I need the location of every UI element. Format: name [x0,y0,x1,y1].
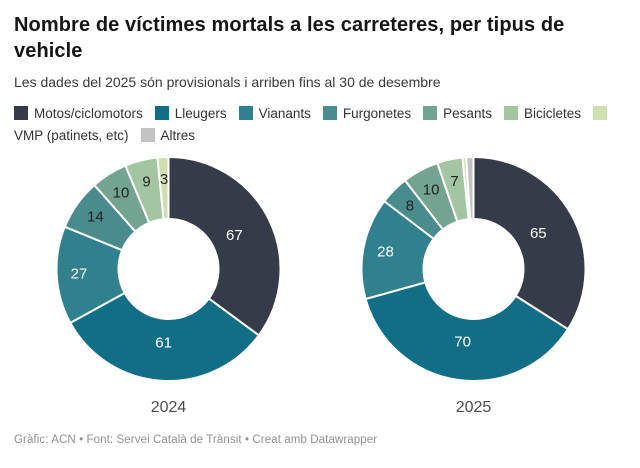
slice-value-label: 7 [450,173,458,190]
legend-item-motos-ciclomotors: Motos/ciclomotors [14,106,143,121]
legend-item-furgonetes: Furgonetes [315,106,411,121]
legend-swatch-icon [154,106,169,121]
legend-label: Altres [160,128,196,144]
legend-label: Lleugers [174,106,227,122]
donut-slice-lleugers[interactable] [364,281,569,383]
slice-value-label: 28 [377,244,394,261]
donut-charts-row: 67 61 27 14 10 9 3 2024 65 70 28 8 10 7 2025 [14,151,626,417]
slice-value-label: 10 [113,185,130,202]
legend-label: Bicicletes [523,106,581,122]
donut-slice-vmp-patinets-etc[interactable] [156,156,170,221]
slice-value-label: 70 [454,334,471,351]
legend-swatch-icon [592,106,607,121]
legend-label: VMP (patinets, etc) [14,128,129,144]
donut-svg-2024: 67 61 27 14 10 9 3 [55,156,282,383]
legend-label: Pesants [443,106,492,122]
slice-value-label: 61 [155,334,172,351]
donut-slice-lleugers[interactable] [69,292,260,383]
slice-value-label: 9 [142,174,150,191]
donut-year-label: 2024 [150,399,187,417]
slice-value-label: 14 [87,209,104,226]
legend-item-bicicletes: Bicicletes [496,106,581,121]
legend-item-vmp-patinets-etc: VMP (patinets, etc) [14,106,613,143]
chart-footer-byline: Gràfic: ACN • Font: Servei Català de Trà… [14,434,378,446]
donut-svg-2025: 65 70 28 8 10 7 [360,156,587,383]
legend-swatch-icon [503,106,518,121]
legend-item-pesants: Pesants [415,106,492,121]
legend-swatch-icon [423,106,438,121]
legend-label: Vianants [258,106,311,122]
donut-chart-2025: 65 70 28 8 10 7 2025 [321,151,626,417]
legend-swatch-icon [140,128,155,143]
chart-legend: Motos/ciclomotors Lleugers Vianants Furgone… [14,103,626,147]
donut-slice-motos-ciclomotors[interactable] [167,156,282,337]
donut-slice-motos-ciclomotors[interactable] [472,156,587,331]
legend-label: Furgonetes [342,106,412,122]
legend-item-vianants: Vianants [231,106,311,121]
legend-swatch-icon [238,106,253,121]
slice-value-label: 3 [160,171,168,188]
legend-swatch-icon [14,106,28,121]
chart-subtitle: Les dades del 2025 són provisionals i ar… [14,74,441,90]
donut-slice-altres[interactable] [465,156,475,221]
slice-value-label: 65 [530,225,547,242]
legend-item-altres: Altres [133,128,196,144]
chart-title: Nombre de víctimes mortals a les carrete… [14,14,565,62]
datawrapper-chart-page: Nombre de víctimes mortals a les carrete… [14,14,626,446]
legend-label: Motos/ciclomotors [34,106,143,122]
donut-year-label: 2025 [455,399,492,417]
slice-value-label: 27 [71,266,88,283]
legend-item-lleugers: Lleugers [147,106,227,121]
slice-value-label: 10 [423,182,440,199]
slice-value-label: 67 [226,227,243,244]
slice-value-label: 8 [406,198,414,215]
legend-swatch-icon [322,106,337,121]
donut-chart-2024: 67 61 27 14 10 9 3 2024 [16,151,321,417]
